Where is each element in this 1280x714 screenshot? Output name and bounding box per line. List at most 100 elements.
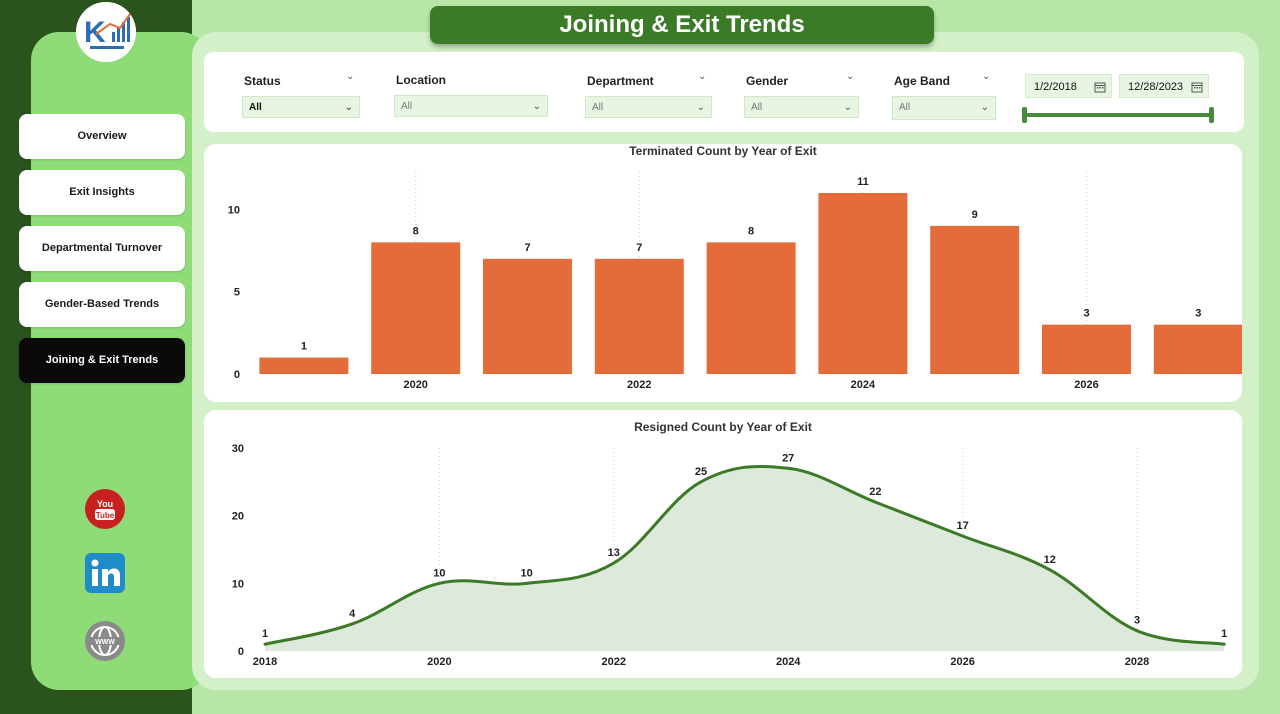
data-point <box>873 500 877 504</box>
x-tick-label: 2022 <box>602 656 626 668</box>
bar <box>930 225 1020 374</box>
terminated-chart-title: Terminated Count by Year of Exit <box>629 144 817 158</box>
data-label: 10 <box>433 567 445 579</box>
y-tick-label: 0 <box>238 646 244 658</box>
data-point <box>525 581 529 585</box>
age-band-dropdown-value: All <box>899 102 911 113</box>
svg-text:WWW: WWW <box>95 639 115 646</box>
bar <box>371 242 461 374</box>
nav-overview-button[interactable]: Overview <box>19 114 185 159</box>
nav-joining-exit-trends-button[interactable]: Joining & Exit Trends <box>19 338 185 383</box>
data-label: 7 <box>524 242 530 254</box>
bar <box>259 357 349 374</box>
youtube-icon[interactable]: You Tube <box>84 488 126 530</box>
chevron-down-icon[interactable]: ⌄ <box>346 71 355 82</box>
chevron-down-icon: ⌄ <box>980 102 989 113</box>
data-label: 4 <box>349 608 356 620</box>
chevron-down-icon[interactable]: ⌄ <box>698 71 707 82</box>
slider-start-handle[interactable] <box>1022 107 1027 123</box>
page-title: Joining & Exit Trends <box>430 6 934 44</box>
calendar-icon[interactable] <box>1191 75 1203 99</box>
data-point <box>1135 629 1139 633</box>
data-label: 9 <box>972 209 978 221</box>
data-label: 3 <box>1195 308 1201 320</box>
x-tick-label: 2026 <box>950 656 974 668</box>
y-tick-label: 10 <box>228 204 240 216</box>
chevron-down-icon: ⌄ <box>696 102 705 113</box>
data-point <box>699 480 703 484</box>
company-logo: K <box>76 2 136 62</box>
resigned-area-chart: 0 10 20 30 1 4 10 10 13 25 27 22 17 12 3 1 2018 2020 202… <box>232 443 1228 668</box>
x-tick-label: 2018 <box>253 656 277 668</box>
bar <box>818 193 908 374</box>
y-tick-label: 10 <box>232 578 244 590</box>
x-tick-label: 2020 <box>427 656 451 668</box>
data-label: 10 <box>520 567 532 579</box>
data-label: 13 <box>608 547 620 559</box>
slider-track <box>1025 113 1211 117</box>
start-date-input[interactable]: 1/2/2018 <box>1025 74 1112 98</box>
data-label: 7 <box>636 242 642 254</box>
slider-end-handle[interactable] <box>1209 107 1214 123</box>
chevron-down-icon[interactable]: ⌄ <box>982 71 991 82</box>
status-dropdown-value: All <box>249 102 262 113</box>
date-range-slider[interactable] <box>1022 106 1214 124</box>
bar <box>594 258 684 374</box>
svg-text:K: K <box>84 16 106 49</box>
nav-exit-insights-button[interactable]: Exit Insights <box>19 170 185 215</box>
data-label: 8 <box>413 225 419 237</box>
start-date-value: 1/2/2018 <box>1034 81 1077 93</box>
department-filter-label: Department <box>587 74 654 88</box>
age-band-dropdown[interactable]: All ⌄ <box>892 96 996 120</box>
data-label: 17 <box>956 520 968 532</box>
x-tick-label: 2020 <box>403 379 427 391</box>
location-dropdown-value: All <box>401 101 413 112</box>
area-fill <box>265 466 1225 651</box>
resigned-chart-card: Resigned Count by Year of Exit 0 10 20 30 1… <box>204 410 1242 678</box>
data-point <box>350 622 354 626</box>
x-tick-label: 2028 <box>1125 656 1149 668</box>
data-point <box>263 642 267 646</box>
data-label: 3 <box>1134 615 1140 627</box>
y-tick-label: 5 <box>234 287 240 299</box>
location-dropdown[interactable]: All ⌄ <box>394 95 548 117</box>
data-label: 11 <box>857 176 869 188</box>
svg-text:You: You <box>97 499 113 509</box>
data-label: 25 <box>695 466 707 478</box>
bar <box>1042 324 1131 374</box>
gender-dropdown[interactable]: All ⌄ <box>744 96 859 118</box>
svg-text:Tube: Tube <box>96 511 115 520</box>
status-filter-label: Status <box>244 74 281 88</box>
chevron-down-icon: ⌄ <box>843 102 852 113</box>
gender-dropdown-value: All <box>751 102 763 113</box>
y-tick-label: 20 <box>232 511 244 523</box>
data-point <box>786 466 790 470</box>
website-globe-icon[interactable]: WWW <box>84 620 126 662</box>
linkedin-icon[interactable] <box>84 552 126 594</box>
calendar-icon[interactable] <box>1094 75 1106 99</box>
bar <box>483 258 572 374</box>
x-tick-label: 2024 <box>851 379 876 391</box>
data-label: 12 <box>1044 554 1056 566</box>
nav-departmental-turnover-button[interactable]: Departmental Turnover <box>19 226 185 271</box>
end-date-input[interactable]: 12/28/2023 <box>1119 74 1209 98</box>
gender-filter-label: Gender <box>746 74 789 88</box>
data-point <box>437 581 441 585</box>
age-band-filter-label: Age Band <box>894 74 951 88</box>
bar <box>706 242 796 374</box>
resigned-chart-title: Resigned Count by Year of Exit <box>634 420 812 434</box>
x-tick-label: 2022 <box>627 379 651 391</box>
chevron-down-icon: ⌄ <box>532 101 541 112</box>
series-line <box>264 464 1225 646</box>
data-label: 8 <box>748 225 754 237</box>
data-point <box>1222 642 1226 646</box>
status-dropdown[interactable]: All ⌄ <box>242 96 360 118</box>
department-dropdown[interactable]: All ⌄ <box>585 96 712 118</box>
department-dropdown-value: All <box>592 102 604 113</box>
chevron-down-icon[interactable]: ⌄ <box>846 71 855 82</box>
data-label: 3 <box>1083 308 1089 320</box>
x-tick-label: 2024 <box>776 656 801 668</box>
nav-gender-trends-button[interactable]: Gender-Based Trends <box>19 282 185 327</box>
data-point <box>961 534 965 538</box>
data-label: 1 <box>301 341 307 353</box>
